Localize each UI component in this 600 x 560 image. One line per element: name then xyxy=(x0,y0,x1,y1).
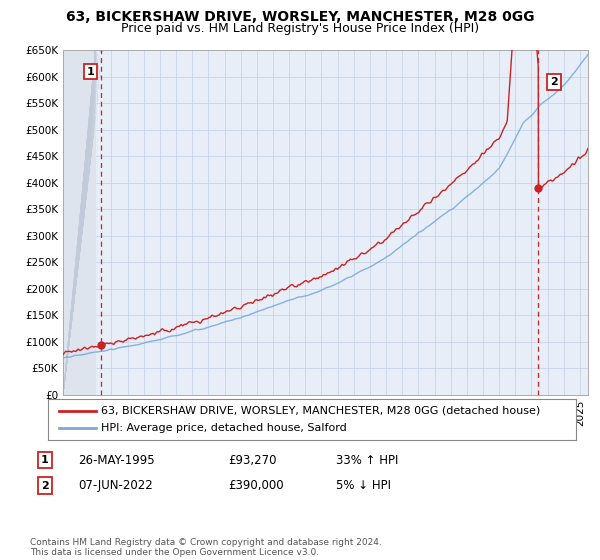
Text: £390,000: £390,000 xyxy=(228,479,284,492)
Polygon shape xyxy=(63,50,95,395)
Text: 63, BICKERSHAW DRIVE, WORSLEY, MANCHESTER, M28 0GG (detached house): 63, BICKERSHAW DRIVE, WORSLEY, MANCHESTE… xyxy=(101,405,540,416)
Text: 07-JUN-2022: 07-JUN-2022 xyxy=(78,479,153,492)
Text: 33% ↑ HPI: 33% ↑ HPI xyxy=(336,454,398,467)
Text: 2: 2 xyxy=(41,480,49,491)
Text: 5% ↓ HPI: 5% ↓ HPI xyxy=(336,479,391,492)
Text: 26-MAY-1995: 26-MAY-1995 xyxy=(78,454,155,467)
Text: Contains HM Land Registry data © Crown copyright and database right 2024.
This d: Contains HM Land Registry data © Crown c… xyxy=(30,538,382,557)
Text: 1: 1 xyxy=(41,455,49,465)
Text: HPI: Average price, detached house, Salford: HPI: Average price, detached house, Salf… xyxy=(101,423,347,433)
Text: 63, BICKERSHAW DRIVE, WORSLEY, MANCHESTER, M28 0GG: 63, BICKERSHAW DRIVE, WORSLEY, MANCHESTE… xyxy=(66,10,534,24)
Text: 1: 1 xyxy=(86,67,94,77)
Text: Price paid vs. HM Land Registry's House Price Index (HPI): Price paid vs. HM Land Registry's House … xyxy=(121,22,479,35)
Text: 2: 2 xyxy=(550,77,558,87)
Text: £93,270: £93,270 xyxy=(228,454,277,467)
